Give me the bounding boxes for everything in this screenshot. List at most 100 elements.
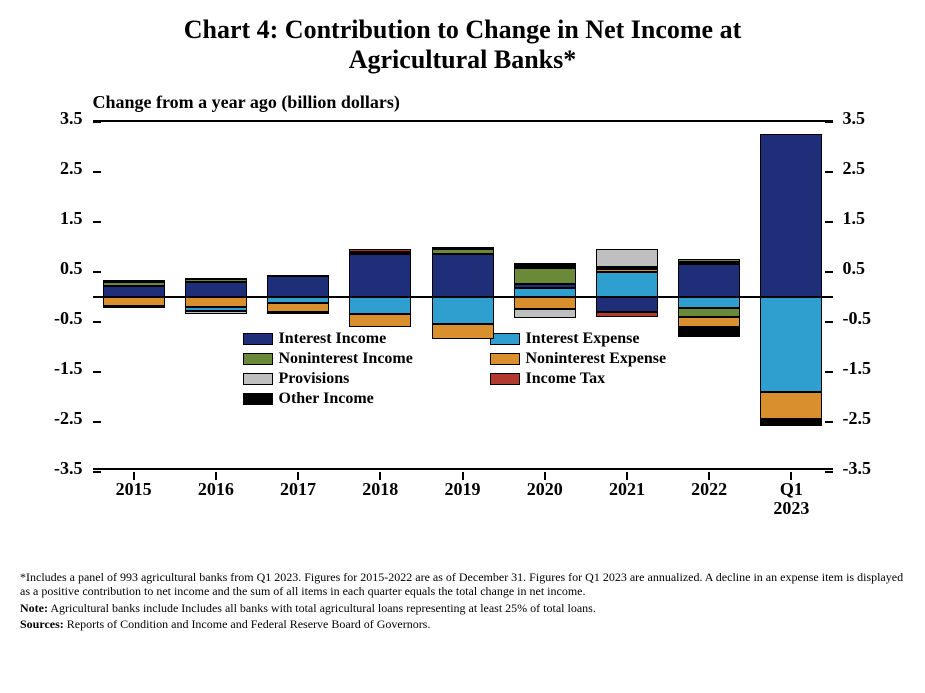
bar-segment <box>760 392 822 420</box>
bar-segment <box>349 252 411 254</box>
bar-segment <box>103 286 165 297</box>
y-tick-label-left: -2.5 <box>38 408 83 429</box>
x-axis-label: 2017 <box>257 480 339 499</box>
bar-segment <box>596 312 658 317</box>
x-axis-label: 2022 <box>668 480 750 499</box>
bar-segment <box>185 311 247 314</box>
sources-text: Reports of Condition and Income and Fede… <box>64 617 431 631</box>
y-tick-left <box>93 221 101 223</box>
y-tick-left <box>93 271 101 273</box>
bar-segment <box>185 297 247 307</box>
bar-segment <box>760 419 822 426</box>
y-tick-right <box>825 171 833 173</box>
bar-segment <box>267 276 329 297</box>
y-tick-label-left: -3.5 <box>38 458 83 479</box>
bar-segment <box>432 254 494 297</box>
bar-segment <box>678 308 740 317</box>
y-tick-label-right: -0.5 <box>843 308 872 329</box>
bar-segment <box>349 249 411 252</box>
y-tick-label-left: 2.5 <box>38 158 83 179</box>
bar-segment <box>678 262 740 265</box>
bar-segment <box>349 297 411 315</box>
y-axis-subtitle: Change from a year ago (billion dollars) <box>93 92 400 113</box>
footnote-note: Note: Agricultural banks include Include… <box>20 601 905 615</box>
y-tick-left <box>93 371 101 373</box>
x-axis-label: 2020 <box>504 480 586 499</box>
bar-group <box>678 122 740 468</box>
y-tick-label-right: 0.5 <box>843 258 866 279</box>
bar-segment <box>596 249 658 267</box>
bar-segment <box>678 317 740 327</box>
bar-segment <box>514 266 576 268</box>
bar-segment <box>103 280 165 282</box>
bar-group <box>103 122 165 468</box>
y-tick-left <box>93 321 101 323</box>
bar-segment <box>514 309 576 318</box>
y-tick-right <box>825 271 833 273</box>
y-tick-label-right: 1.5 <box>843 208 866 229</box>
bar-segment <box>103 297 165 306</box>
bar-segment <box>103 282 165 286</box>
x-axis-label: 2019 <box>421 480 503 499</box>
bar-segment <box>432 247 494 249</box>
bar-segment <box>596 272 658 297</box>
chart-wrap: Change from a year ago (billion dollars)… <box>38 85 888 525</box>
y-tick-label-right: -1.5 <box>843 358 872 379</box>
bar-group <box>267 122 329 468</box>
y-tick-left <box>93 421 101 423</box>
bar-segment <box>185 278 247 280</box>
bar-segment <box>432 297 494 325</box>
bar-segment <box>267 312 329 314</box>
bar-segment <box>514 263 576 266</box>
y-tick-left <box>93 171 101 173</box>
bar-segment <box>596 269 658 272</box>
bar-group <box>349 122 411 468</box>
bar-group <box>432 122 494 468</box>
bar-segment <box>432 249 494 254</box>
y-tick-label-right: -2.5 <box>843 408 872 429</box>
y-tick-label-left: 1.5 <box>38 208 83 229</box>
x-axis-label: Q12023 <box>750 480 832 518</box>
bar-segment <box>514 284 576 288</box>
y-tick-right <box>825 471 833 473</box>
x-axis-label: 2015 <box>93 480 175 499</box>
y-tick-right <box>825 371 833 373</box>
y-tick-right <box>825 121 833 123</box>
y-tick-label-left: 3.5 <box>38 108 83 129</box>
bar-segment <box>103 306 165 308</box>
y-tick-label-right: -3.5 <box>843 458 872 479</box>
sources-label: Sources: <box>20 617 64 631</box>
bar-segment <box>514 297 576 310</box>
note-label: Note: <box>20 601 48 615</box>
x-axis-label: 2021 <box>586 480 668 499</box>
y-tick-left <box>93 121 101 123</box>
y-tick-label-left: -0.5 <box>38 308 83 329</box>
y-tick-label-left: 0.5 <box>38 258 83 279</box>
bar-group <box>514 122 576 468</box>
x-axis-label: 2018 <box>339 480 421 499</box>
y-tick-right <box>825 321 833 323</box>
bar-segment <box>678 264 740 297</box>
y-tick-label-left: -1.5 <box>38 358 83 379</box>
bar-segment <box>514 288 576 297</box>
bar-segment <box>432 324 494 339</box>
bar-group <box>185 122 247 468</box>
chart-title: Chart 4: Contribution to Change in Net I… <box>20 15 905 75</box>
y-tick-label-right: 3.5 <box>843 108 866 129</box>
y-tick-right <box>825 221 833 223</box>
bar-segment <box>349 254 411 297</box>
y-tick-left <box>93 471 101 473</box>
bar-segment <box>760 134 822 297</box>
bar-segment <box>185 282 247 297</box>
title-line-2: Agricultural Banks* <box>20 45 905 75</box>
x-axis-label: 2016 <box>175 480 257 499</box>
y-tick-label-right: 2.5 <box>843 158 866 179</box>
bar-segment <box>267 303 329 312</box>
bar-segment <box>596 297 658 312</box>
y-tick-right <box>825 421 833 423</box>
bar-group <box>760 122 822 468</box>
bar-segment <box>678 328 740 337</box>
bar-segment <box>596 267 658 270</box>
bar-segment <box>678 297 740 308</box>
footnote-asterisk: *Includes a panel of 993 agricultural ba… <box>20 570 905 599</box>
